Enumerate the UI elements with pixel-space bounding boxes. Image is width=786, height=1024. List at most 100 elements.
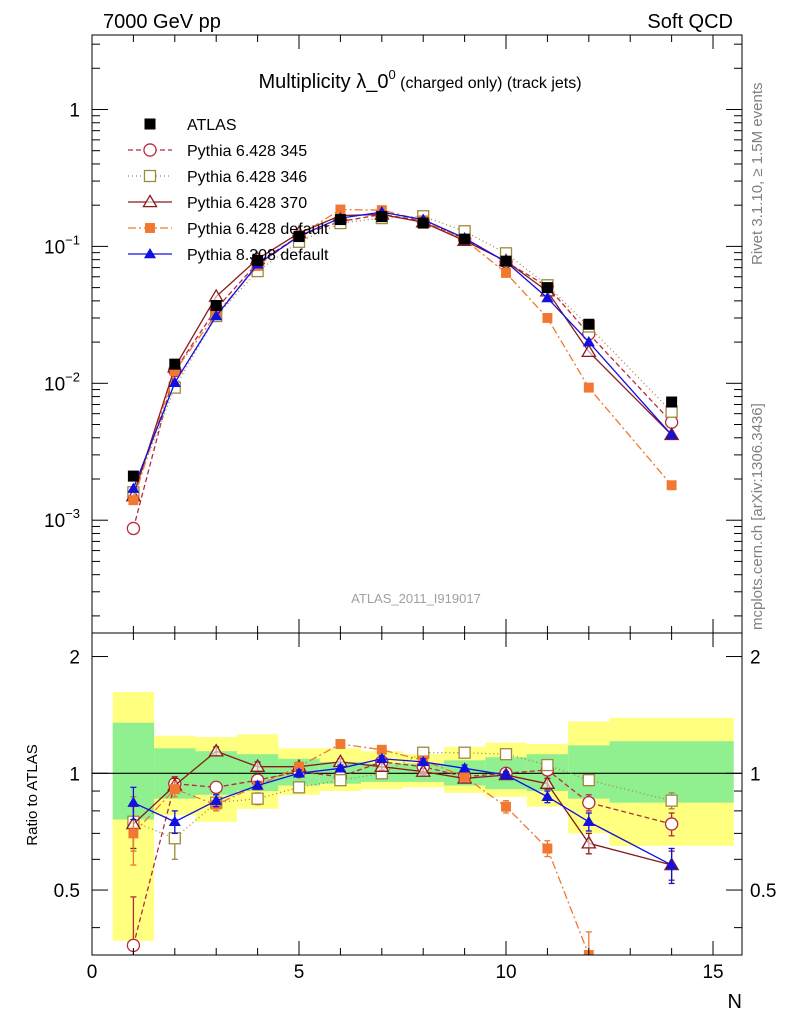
legend-entry-pythia-8-308-default: Pythia 8.308 default bbox=[128, 247, 329, 264]
tick-exponent: −2 bbox=[65, 369, 80, 384]
legend-label-atlas: ATLAS bbox=[187, 117, 237, 134]
series-point-pythia-6-428-370 bbox=[581, 343, 597, 358]
ratio-y-tick-label: 1 bbox=[69, 764, 80, 785]
series-atlas-data bbox=[127, 211, 678, 482]
ratio-point-pythia-6-428-370 bbox=[374, 758, 390, 772]
tick-base: 1 bbox=[69, 100, 80, 121]
ratio-frame bbox=[91, 632, 743, 956]
ratio-point-pythia-8-308-default bbox=[665, 858, 678, 870]
ratio-y-tick-label-right: 2 bbox=[750, 648, 761, 669]
atlas-data-point bbox=[127, 470, 139, 482]
ratio-point-pythia-6-428-370 bbox=[539, 775, 556, 789]
series-point-pythia-8-308-default bbox=[665, 428, 678, 440]
ratio-point-pythia-6-428-370 bbox=[249, 758, 266, 772]
series-point-pythia-8-308-default bbox=[582, 336, 595, 347]
ratio-point-pythia-6-428-346 bbox=[665, 794, 678, 807]
atlas-data-point bbox=[376, 211, 388, 223]
ratio-point-pythia-8-308-default bbox=[375, 752, 388, 764]
ratio-point-pythia-6-428-346 bbox=[292, 781, 306, 794]
ratio-point-pythia-6-428-default bbox=[376, 744, 387, 755]
main-panel: 110−110−210−3 Multiplicity λ_00 (charged… bbox=[44, 34, 743, 634]
ratio-point-pythia-8-308-default bbox=[499, 768, 513, 780]
mcplots-source-label: mcplots.cern.ch [arXiv:1306.3436] bbox=[749, 403, 766, 630]
ratio-point-pythia-8-308-default bbox=[541, 790, 554, 801]
atlas-data-point bbox=[293, 231, 305, 243]
ratio-point-pythia-8-308-default bbox=[334, 762, 347, 773]
ratio-point-pythia-6-428-default bbox=[542, 843, 553, 854]
ratio-point-pythia-6-428-346 bbox=[251, 792, 264, 805]
ratio-point-pythia-6-428-345 bbox=[209, 780, 223, 795]
tick-exponent: −3 bbox=[65, 506, 80, 521]
ratio-point-pythia-6-428-default bbox=[169, 784, 180, 795]
x-tick-label: 0 bbox=[87, 962, 98, 983]
tick-base: 10 bbox=[44, 511, 65, 532]
series-point-pythia-6-428-default bbox=[169, 366, 180, 376]
series-point-pythia-8-308-default bbox=[127, 482, 140, 493]
atlas-data-point bbox=[334, 214, 346, 226]
ratio-point-pythia-6-428-370 bbox=[581, 835, 597, 849]
series-point-pythia-6-428-default bbox=[542, 313, 553, 323]
ratio-point-pythia-6-428-345 bbox=[664, 817, 679, 831]
atlas-data-point bbox=[210, 300, 222, 312]
x-axis-label: N bbox=[728, 991, 742, 1013]
x-tick-label: 10 bbox=[495, 962, 516, 983]
ratio-axes: 0 5 10 15 0.5 0.5 1 1 2 2 bbox=[54, 633, 776, 983]
ratio-point-pythia-8-308-default bbox=[292, 767, 306, 778]
chart-title-main: Multiplicity λ_0 bbox=[258, 71, 388, 93]
ratio-point-pythia-6-428-370 bbox=[415, 763, 431, 777]
main-y-tick-label: 10−3 bbox=[44, 506, 80, 532]
main-series-group bbox=[125, 204, 680, 536]
tick-base: 10 bbox=[44, 237, 65, 258]
legend-marker-pythia-6-428-346 bbox=[143, 169, 157, 183]
ratio-panel: 0 5 10 15 0.5 0.5 1 1 2 2 Ratio to ATLAS bbox=[24, 632, 776, 983]
ratio-point-pythia-6-428-346 bbox=[168, 832, 181, 845]
ratio-point-pythia-8-308-default bbox=[251, 779, 264, 790]
ratio-y-tick-label: 2 bbox=[69, 648, 80, 669]
ratio-point-pythia-6-428-default bbox=[459, 771, 470, 782]
main-y-tick-label: 1 bbox=[69, 100, 80, 121]
ratio-point-pythia-6-428-346 bbox=[334, 774, 347, 787]
legend-label-pythia-6-428-345: Pythia 6.428 345 bbox=[187, 143, 307, 160]
header-category-label: Soft QCD bbox=[647, 11, 733, 33]
legend: ATLAS Pythia 6.428 345 Pythia 6.428 346 Pyt… bbox=[128, 117, 329, 264]
ratio-point-pythia-6-428-346 bbox=[499, 748, 513, 761]
ratio-point-pythia-8-308-default bbox=[210, 794, 223, 805]
main-y-tick-label: 10−2 bbox=[44, 369, 80, 395]
legend-marker-pythia-6-428-370 bbox=[142, 194, 158, 208]
series-point-pythia-6-428-default bbox=[501, 267, 511, 278]
atlas-data-point bbox=[500, 255, 512, 267]
legend-marker-atlas bbox=[144, 118, 156, 130]
atlas-data-point bbox=[169, 358, 181, 370]
chart-title-superscript: 0 bbox=[388, 67, 395, 82]
main-y-tick-label: 10−1 bbox=[44, 232, 80, 258]
header-energy-label: 7000 GeV pp bbox=[103, 11, 221, 33]
ratio-point-pythia-8-308-default bbox=[582, 815, 595, 826]
ratio-point-pythia-6-428-default bbox=[294, 761, 304, 772]
series-point-pythia-6-428-345 bbox=[126, 521, 141, 536]
series-point-pythia-6-428-default bbox=[128, 495, 139, 506]
ratio-inner-band bbox=[568, 745, 610, 799]
atlas-data-point bbox=[252, 254, 264, 266]
series-point-pythia-6-428-default bbox=[335, 204, 346, 215]
legend-label-pythia-6-428-default: Pythia 6.428 default bbox=[187, 221, 329, 238]
ratio-point-pythia-6-428-370 bbox=[208, 743, 224, 757]
legend-entry-atlas: ATLAS bbox=[144, 117, 237, 134]
ratio-series-pythia-8-308-default bbox=[127, 752, 678, 885]
legend-marker-pythia-8-308-default bbox=[143, 247, 157, 259]
series-point-pythia-8-308-default bbox=[541, 291, 554, 303]
chart-title: Multiplicity λ_00 (charged only) (track … bbox=[258, 67, 581, 93]
ratio-y-tick-label-right: 0.5 bbox=[750, 881, 776, 902]
chart-title-tail: (charged only) (track jets) bbox=[396, 75, 582, 92]
legend-marker-pythia-6-428-345 bbox=[143, 143, 157, 157]
series-point-pythia-6-428-346 bbox=[665, 405, 678, 418]
x-tick-label: 15 bbox=[702, 962, 723, 983]
series-point-pythia-6-428-default bbox=[666, 480, 677, 491]
ratio-point-pythia-6-428-346 bbox=[458, 746, 471, 759]
main-axes: 110−110−210−3 bbox=[44, 35, 742, 633]
tick-exponent: −1 bbox=[65, 232, 80, 247]
atlas-data-point bbox=[459, 233, 471, 245]
ratio-point-pythia-8-308-default bbox=[168, 815, 181, 826]
ratio-point-pythia-6-428-346 bbox=[541, 758, 554, 772]
series-point-pythia-8-308-default bbox=[210, 309, 223, 321]
legend-label-pythia-6-428-370: Pythia 6.428 370 bbox=[187, 195, 307, 212]
